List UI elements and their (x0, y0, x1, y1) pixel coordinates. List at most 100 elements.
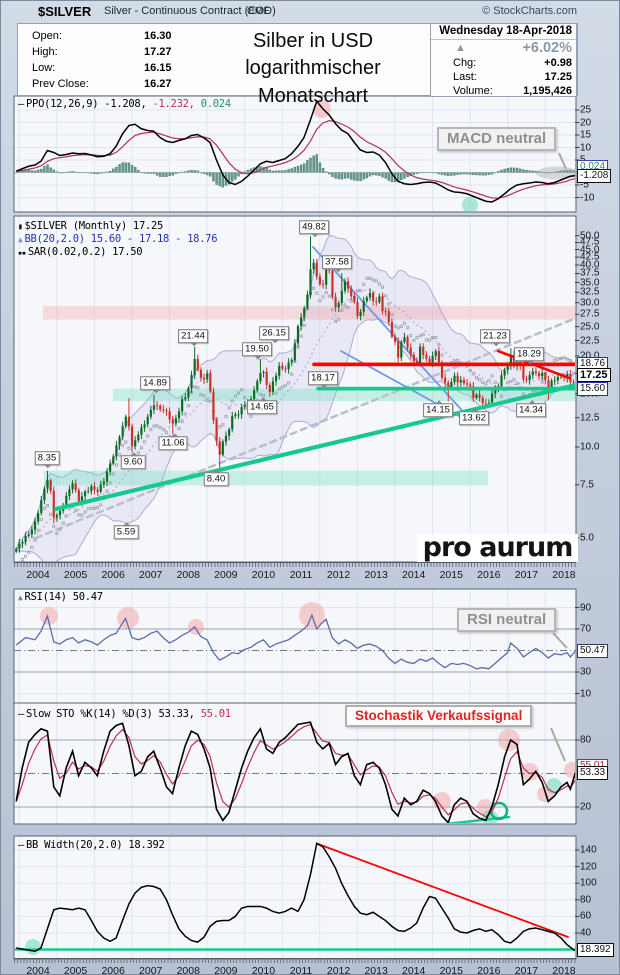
ticker-header: $SILVER Silver - Continuous Contract (EO… (1, 1, 619, 22)
axis-tick-price-22.5: 22.5 (580, 335, 600, 347)
x-axis-ruler-main (14, 562, 576, 567)
axis-tick-price-42.5: 42.5 (580, 251, 600, 263)
price-label-19.50: 19.50 (242, 342, 272, 359)
price-label-13.62: 13.62 (459, 408, 489, 425)
axis-tick-price-25.0: 25.0 (580, 321, 600, 333)
axis-tick-bbw-100: 100 (580, 877, 597, 889)
line-swatch-icon: — (18, 708, 25, 720)
price-label-14.89: 14.89 (140, 376, 170, 393)
axis-tick-price-47.5: 47.5 (580, 236, 600, 248)
low-label: Low: (32, 62, 56, 74)
price-label-8.35: 8.35 (34, 451, 60, 468)
ppo-legend: — PPO(12,26,9) -1.208, -1.232, 0.024 (18, 98, 231, 110)
x-axis-year-2013-row0: 2013 (364, 568, 388, 581)
low-value: 16.15 (144, 62, 172, 74)
axis-tick-price-40.0: 40.0 (580, 259, 600, 271)
axis-tick-bbw-60: 60 (580, 910, 592, 922)
x-axis-year-2014-row1: 2014 (402, 964, 426, 975)
price-label-49.82: 49.82 (299, 220, 329, 237)
prev-close-label: Prev Close: (32, 78, 89, 90)
axis-tick-ppo-20: 20 (580, 117, 592, 128)
x-axis-year-2015-row0: 2015 (439, 568, 463, 581)
price-label-14.34: 14.34 (516, 400, 546, 417)
x-axis-year-2015-row1: 2015 (439, 964, 463, 975)
ohlc-block: Open: 16.30 High: 17.27 Low: 16.15 Prev Clo… (32, 28, 202, 92)
mountain-icon: ▲ (18, 235, 23, 244)
axis-tick-bbw-40: 40 (580, 927, 592, 939)
axis-tick-ppo-15: 15 (580, 129, 592, 141)
macd-neutral-callout: MACD neutral (437, 127, 557, 151)
chg-value: +0.98 (544, 57, 572, 69)
line-swatch-icon: — (18, 839, 25, 851)
price-label-21.23: 21.23 (480, 329, 510, 346)
rsi-legend: ▲ RSI(14) 50.47 (18, 591, 103, 603)
axis-tick-price-37.5: 37.5 (580, 267, 600, 279)
axis-tick-ppo--10: -10 (580, 192, 595, 203)
price-label-5.59: 5.59 (113, 522, 139, 539)
price-label-14.65: 14.65 (247, 397, 277, 414)
axis-tick-sto-80: 80 (580, 734, 592, 746)
axis-tick-ppo-10: 10 (580, 142, 592, 153)
volume-value: 1,195,426 (523, 85, 572, 97)
value-flag-15.60: 15.60 (577, 382, 609, 396)
axis-tick-price-32.5: 32.5 (580, 286, 600, 298)
price-label-18.29: 18.29 (514, 347, 544, 364)
axis-tick-price-5.0: 5.0 (580, 532, 594, 544)
axis-tick-sto-20: 20 (580, 801, 592, 813)
quote-panel: Open: 16.30 High: 17.27 Low: 16.15 Prev Clo… (17, 23, 578, 107)
open-value: 16.30 (144, 30, 172, 42)
price-label-18.17: 18.17 (308, 371, 338, 388)
x-axis-year-2011-row0: 2011 (289, 568, 313, 581)
axis-tick-bbw-120: 120 (580, 861, 597, 873)
volume-label: Volume: (453, 85, 493, 97)
x-axis-year-2011-row1: 2011 (289, 964, 313, 975)
axis-tick-rsi-30: 30 (580, 666, 592, 678)
sar-dots-icon: ▪▪ (18, 249, 26, 257)
axis-tick-price-20.0: 20.0 (580, 350, 600, 362)
price-label-8.40: 8.40 (203, 469, 229, 486)
quote-date: Wednesday 18-Apr-2018 (431, 24, 576, 40)
axis-tick-price-30.0: 30.0 (580, 297, 600, 309)
bbw-legend: — BB Width(20,2.0) 18.392 (18, 839, 165, 851)
ticker-description: Silver - Continuous Contract (EOD) (104, 5, 276, 17)
value-flag-18.392: 18.392 (577, 943, 614, 957)
x-axis-year-2010-row1: 2010 (251, 964, 276, 975)
axis-tick-bbw-140: 140 (580, 844, 597, 856)
x-axis-year-2013-row1: 2013 (364, 964, 388, 975)
axis-tick-bbw-80: 80 (580, 894, 592, 906)
line-swatch-icon: — (18, 98, 25, 110)
price-label-26.15: 26.15 (259, 326, 289, 343)
x-axis-year-2008-row1: 2008 (176, 964, 200, 975)
x-axis-year-2018-row0: 2018 (552, 568, 576, 581)
pro-aurum-watermark: pro aurum (417, 534, 578, 562)
x-axis-year-2005-row1: 2005 (63, 964, 88, 975)
x-axis-year-2012-row1: 2012 (326, 964, 351, 975)
high-value: 17.27 (144, 46, 172, 58)
chart-title-line1: Silber in USD (252, 30, 374, 52)
last-value: 17.25 (544, 71, 572, 83)
x-axis-year-2006-row1: 2006 (101, 964, 125, 975)
mountain-icon: ▲ (18, 593, 23, 602)
x-axis-year-2016-row0: 2016 (477, 568, 501, 581)
ticker-symbol: $SILVER (38, 4, 92, 19)
x-axis-year-2004-row1: 2004 (26, 964, 50, 975)
stochastic-sell-signal-callout: Stochastik Verkaufssignal (345, 705, 533, 727)
open-label: Open: (32, 30, 62, 42)
ticker-exchange: CME (247, 6, 271, 17)
x-axis-year-2010-row0: 2010 (251, 568, 276, 581)
x-axis-year-2016-row1: 2016 (477, 964, 501, 975)
sar-legend: ▪▪ SAR(0.02,0.2) 17.50 (18, 246, 143, 258)
quote-block: Wednesday 18-Apr-2018 ▲ +6.02% Chg: +0.98… (430, 23, 577, 97)
axis-tick-price-27.5: 27.5 (580, 308, 600, 320)
axis-tick-ppo--5: -5 (580, 179, 589, 191)
bb-legend: ▲ BB(20,2.0) 15.60 - 17.18 - 18.76 (18, 233, 218, 245)
value-flag-50.47: 50.47 (577, 644, 609, 658)
rsi-neutral-callout: RSI neutral (457, 608, 557, 632)
price-label-21.44: 21.44 (178, 329, 208, 346)
axis-tick-price-35.0: 35.0 (580, 277, 600, 289)
percent-change: +6.02% (522, 40, 572, 56)
x-axis-year-2007-row0: 2007 (139, 568, 163, 581)
x-axis-year-2006-row0: 2006 (101, 568, 125, 581)
sto-legend: — Slow STO %K(14) %D(3) 53.33, 55.01 (18, 708, 231, 720)
axis-tick-price-12.5: 12.5 (580, 412, 600, 424)
